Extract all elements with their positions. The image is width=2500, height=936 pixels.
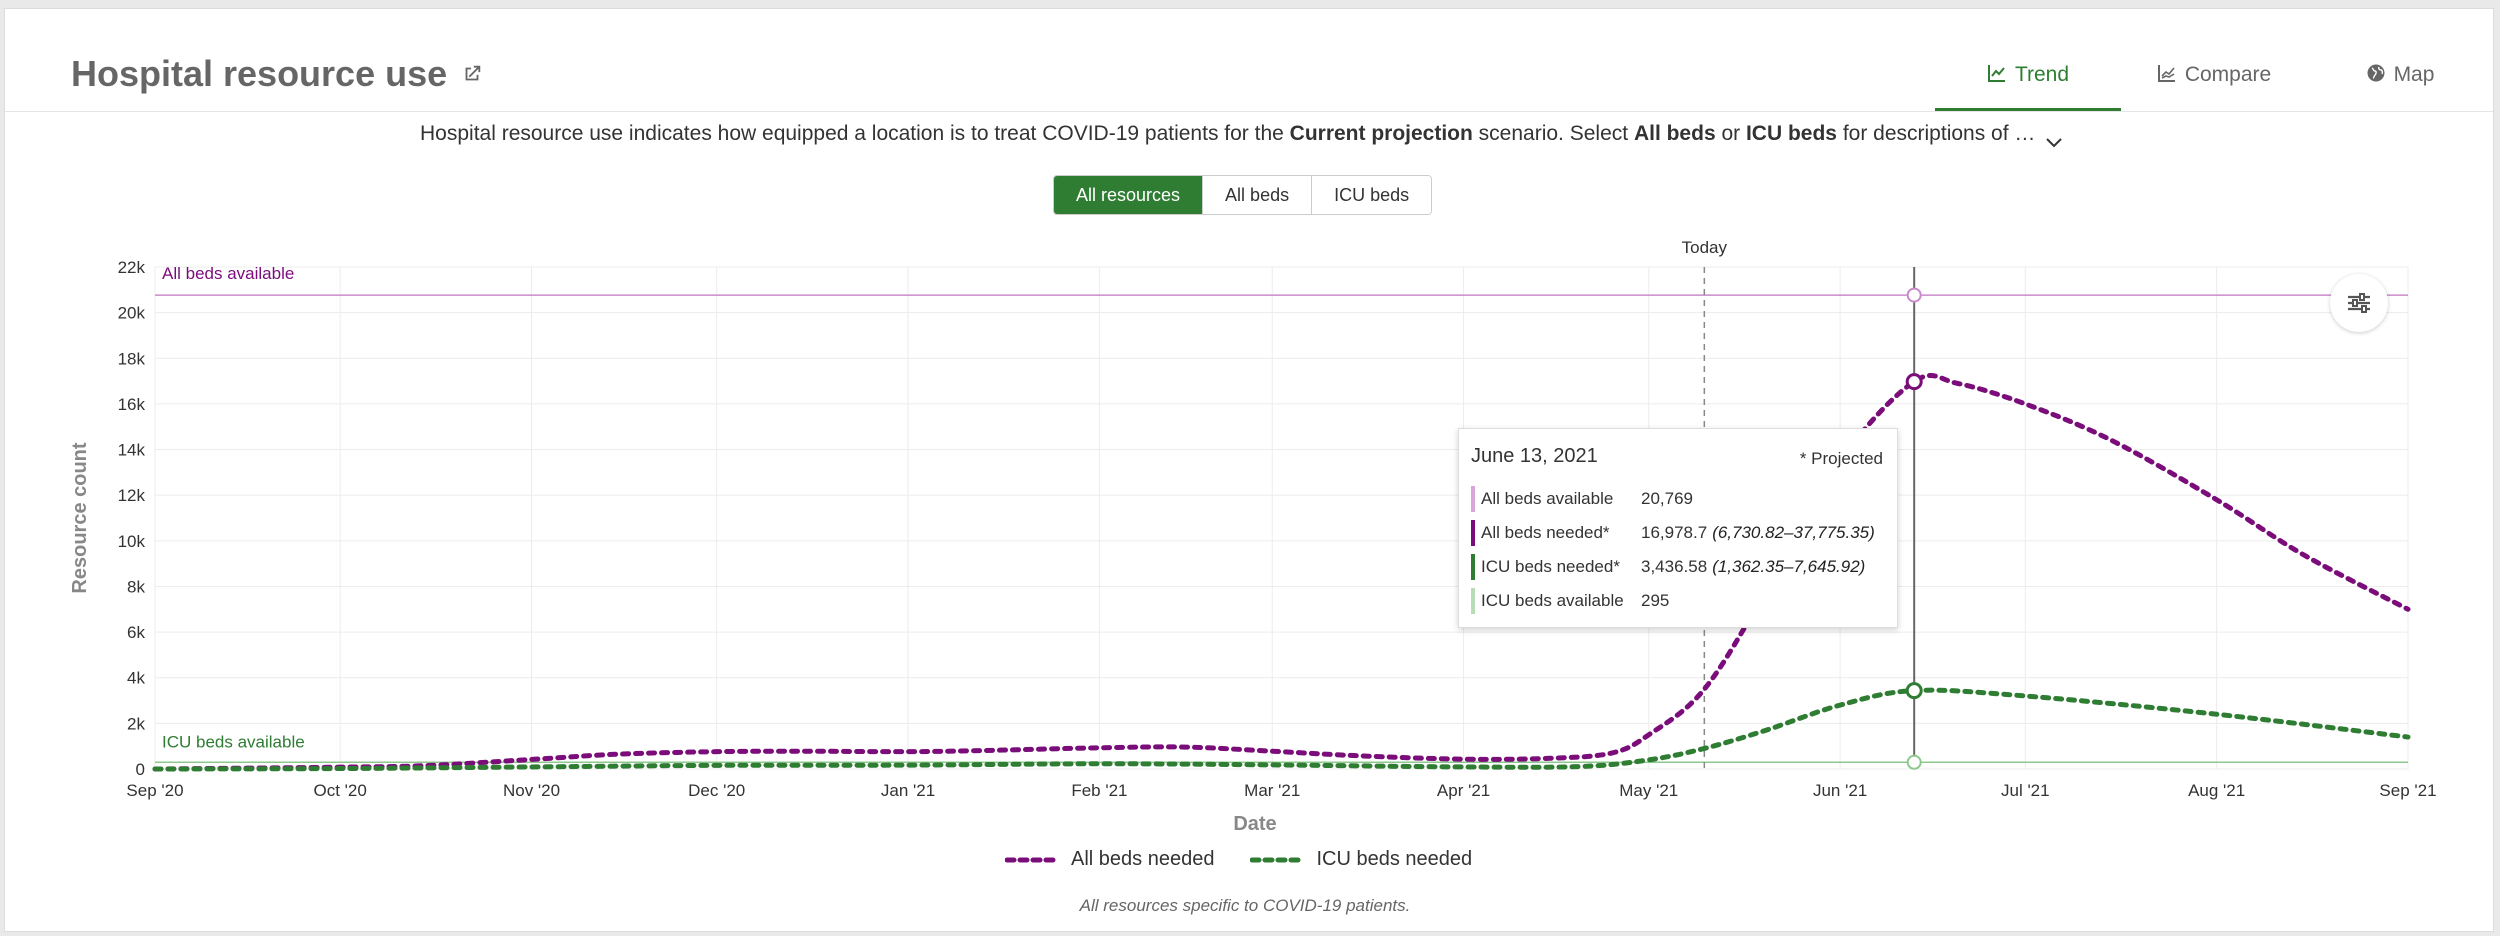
y-tick-label: 22k <box>118 258 146 277</box>
legend-swatch-icu-beds <box>1250 857 1303 862</box>
y-tick-label: 10k <box>118 532 146 551</box>
tooltip-label: All beds available <box>1481 489 1614 508</box>
footnote: All resources specific to COVID-19 patie… <box>1079 896 1411 915</box>
tooltip-date: June 13, 2021 <box>1471 445 1598 467</box>
x-tick-label: Sep '20 <box>126 781 183 800</box>
line-chart-icon <box>1987 65 2005 82</box>
x-tick-label: Jul '21 <box>2001 781 2050 800</box>
chart-tooltip: June 13, 2021 * Projected All beds avail… <box>1458 428 1898 628</box>
tab-compare[interactable]: Compare <box>2121 51 2307 111</box>
page-title: Hospital resource use <box>71 53 483 95</box>
y-tick-label: 18k <box>118 349 146 368</box>
x-tick-label: Dec '20 <box>688 781 745 800</box>
tab-map[interactable]: Map <box>2307 51 2493 111</box>
x-tick-label: Oct '20 <box>314 781 367 800</box>
x-tick-label: Aug '21 <box>2188 781 2245 800</box>
filter-all-resources[interactable]: All resources <box>1054 176 1203 214</box>
tooltip-value: 295 <box>1641 591 1670 610</box>
chevron-down-icon[interactable] <box>2044 136 2064 150</box>
legend-label: ICU beds needed <box>1316 848 1473 870</box>
filter-all-beds[interactable]: All beds <box>1202 176 1312 214</box>
tab-compare-label: Compare <box>2184 63 2272 86</box>
legend-item-all-beds-needed[interactable]: All beds needed <box>1005 848 1214 871</box>
tooltip-label: ICU beds needed* <box>1481 557 1620 576</box>
y-tick-label: 12k <box>118 486 146 505</box>
external-link-icon[interactable] <box>461 63 483 85</box>
tooltip-value: 3,436.58 <box>1641 557 1708 576</box>
hover-marker-icu-beds-needed <box>1905 682 1923 700</box>
tooltip-row: ICU beds needed* 3,436.58 (1,362.35–7,64… <box>1471 554 1865 580</box>
tooltip-swatch <box>1471 520 1475 546</box>
x-tick-label: Apr '21 <box>1437 781 1490 800</box>
resource-filter: All resources All beds ICU beds <box>1053 175 1433 215</box>
x-tick-label: Feb '21 <box>1071 781 1127 800</box>
compare-chart-icon <box>2157 65 2175 82</box>
legend-label: All beds needed <box>1071 848 1215 870</box>
today-label: Today <box>1682 238 1728 257</box>
icu-beds-needed-line <box>152 687 2411 772</box>
tooltip-row: All beds needed* 16,978.7 (6,730.82–37,7… <box>1471 520 1875 546</box>
hover-marker-all-beds-available <box>1906 287 1922 303</box>
tab-trend-label: Trend <box>2014 63 2070 86</box>
tooltip-swatch <box>1471 486 1475 512</box>
x-tick-label: Nov '20 <box>503 781 560 800</box>
filter-icu-beds[interactable]: ICU beds <box>1311 176 1432 214</box>
tooltip-value: 16,978.7 <box>1641 523 1708 542</box>
y-tick-label: 8k <box>127 577 145 596</box>
description-text: Hospital resource use indicates how equi… <box>420 122 2035 146</box>
hover-marker-all-beds-needed <box>1905 373 1923 391</box>
chart-legend: All beds needed ICU beds needed <box>1005 848 1496 871</box>
description-scenario: Current projection <box>1289 122 1473 145</box>
y-tick-label: 20k <box>118 304 146 323</box>
tooltip-label: ICU beds available <box>1481 591 1624 610</box>
resource-card: Hospital resource use Trend Compare Map <box>4 8 2494 932</box>
y-tick-label: 6k <box>127 623 145 642</box>
tooltip-row: All beds available 20,769 <box>1471 486 1693 512</box>
tooltip-label: All beds needed* <box>1481 523 1610 542</box>
description-all-beds: All beds <box>1633 122 1716 145</box>
plot-frame <box>154 266 2409 770</box>
tab-trend[interactable]: Trend <box>1935 51 2121 111</box>
header-divider <box>5 111 2493 112</box>
x-tick-label: Mar '21 <box>1244 781 1300 800</box>
tooltip-row: ICU beds available 295 <box>1471 588 1669 614</box>
chart-settings-button[interactable] <box>2330 274 2388 332</box>
legend-item-icu-beds-needed[interactable]: ICU beds needed <box>1250 848 1472 871</box>
description-part: scenario. Select <box>1472 122 1634 145</box>
tooltip-range: (1,362.35–7,645.92) <box>1712 557 1866 576</box>
tooltip-value: 20,769 <box>1641 489 1693 508</box>
x-axis-title: Date <box>1233 813 1276 835</box>
y-tick-label: 2k <box>127 714 145 733</box>
icu-beds-available-label: ICU beds available <box>162 732 305 751</box>
view-tabs: Trend Compare Map <box>1935 51 2493 111</box>
x-tick-label: Jun '21 <box>1813 781 1867 800</box>
y-tick-label: 14k <box>118 441 146 460</box>
globe-icon <box>2367 64 2385 82</box>
tooltip-swatch <box>1471 588 1475 614</box>
tooltip-range: (6,730.82–37,775.35) <box>1712 523 1875 542</box>
all-beds-needed-line <box>152 372 2411 772</box>
y-tick-label: 4k <box>127 669 145 688</box>
description-part: or <box>1715 122 1746 145</box>
tab-map-label: Map <box>2393 63 2435 86</box>
page-title-text: Hospital resource use <box>71 53 448 94</box>
hover-marker-icu-beds-available <box>1906 754 1922 770</box>
y-axis-title: Resource count <box>69 442 91 593</box>
y-tick-label: 0 <box>136 760 145 779</box>
x-tick-label: Jan '21 <box>881 781 935 800</box>
y-tick-label: 16k <box>118 395 146 414</box>
tooltip-projected-note: * Projected <box>1799 449 1883 468</box>
all-beds-available-label: All beds available <box>162 264 294 283</box>
description-icu-beds: ICU beds <box>1745 122 1837 145</box>
x-tick-label: May '21 <box>1619 781 1678 800</box>
tooltip-swatch <box>1471 554 1475 580</box>
x-tick-label: Sep '21 <box>2379 781 2436 800</box>
description-part: for descriptions of … <box>1836 122 2036 145</box>
legend-swatch-all-beds <box>1005 857 1057 862</box>
description-part: Hospital resource use indicates how equi… <box>420 122 1290 145</box>
sliders-icon <box>2348 293 2370 313</box>
